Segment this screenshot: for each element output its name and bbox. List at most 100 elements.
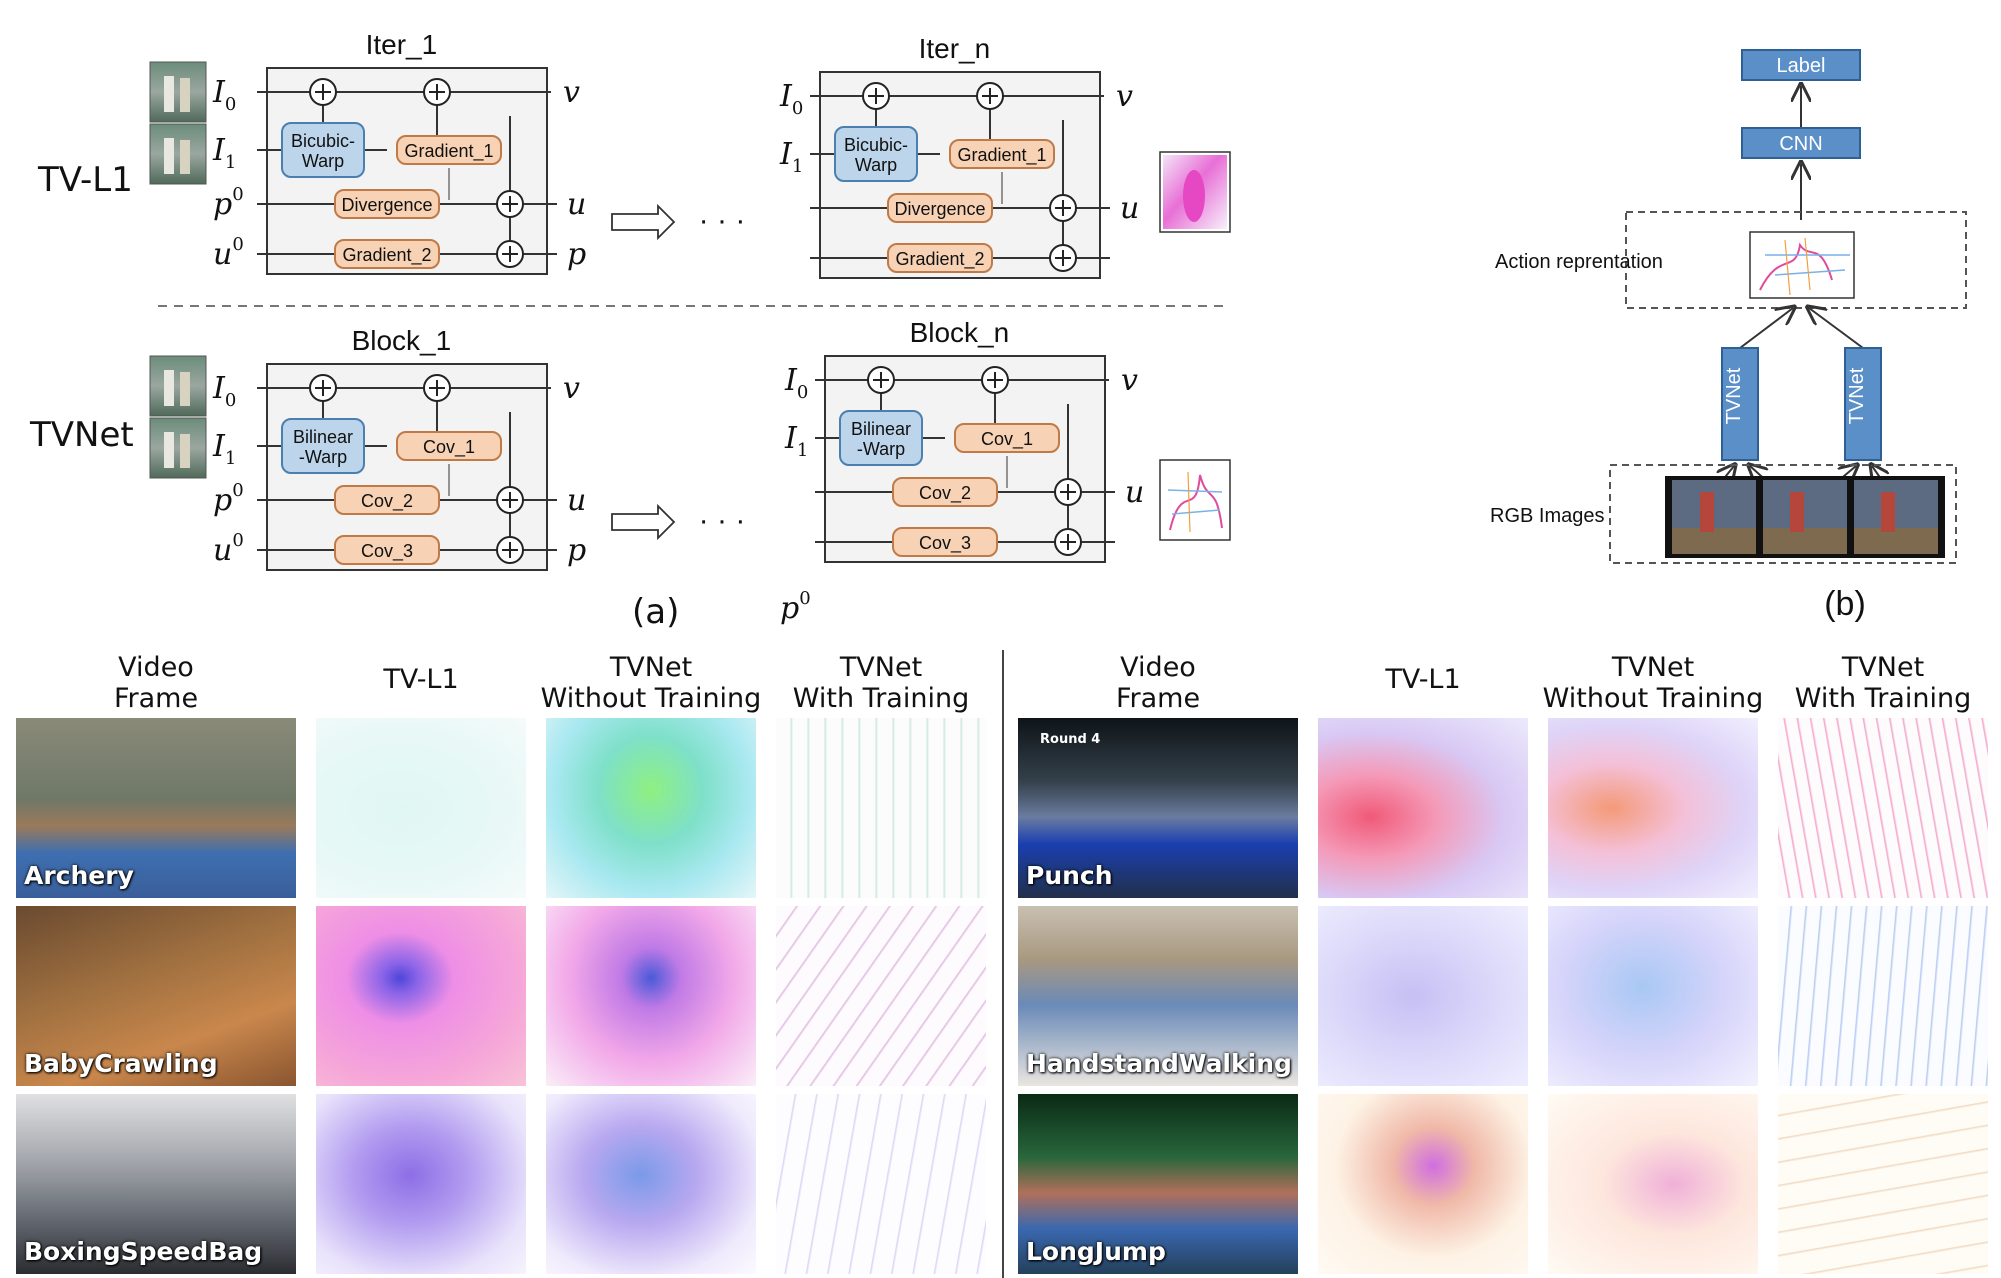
input-1: I1: [779, 137, 803, 177]
panel-a-diagram: Iter_1 Bicubic-Warp Gradient_1 Divergence Gr…: [149, 29, 1231, 640]
video-frame-right-2: LongJump: [1018, 1094, 1298, 1274]
input-1: I1: [784, 421, 808, 461]
tvnet-box-right: TVNet: [1844, 347, 1882, 461]
tvnet-block-n-mid: [892, 477, 998, 507]
input-1: I1: [212, 429, 236, 469]
tvl1-flow-left-2: [316, 1094, 526, 1274]
column-header-7: TVNet With Training: [1794, 652, 1972, 714]
grid-divider: [1002, 650, 1004, 1278]
input-3: u0: [780, 638, 811, 640]
tvl1-iter-1: Iter_1 Bicubic-Warp Gradient_1 Divergence Gr…: [212, 29, 586, 275]
tvl1-iter-1-bottom: [334, 239, 440, 269]
tvnet-block-1-mid-label: Cov_2: [361, 491, 413, 512]
action-class-label: BoxingSpeedBag: [24, 1237, 263, 1266]
tvl1-ellipsis-dots: · · ·: [699, 204, 746, 237]
tvnet-block-n-warp: [839, 410, 923, 466]
tvl1-iter-n-bottom: [887, 243, 993, 273]
video-frame-left-1: BabyCrawling: [16, 906, 296, 1086]
tvl1-output-flow: [1159, 151, 1231, 233]
input-3: u0: [213, 234, 244, 272]
tvnet-block-n-warp-label: Bilinear -Warp: [851, 419, 911, 459]
caption-a: (a): [632, 592, 680, 632]
tvl1-flow-left-1: [316, 906, 526, 1086]
tvnet-block-n-title: Block_n: [910, 317, 1010, 348]
tvl1-iter-n-mid: [887, 193, 993, 223]
input-2: p0: [780, 588, 811, 626]
tvl1-iter-n-grad-label: Gradient_1: [957, 145, 1046, 166]
label-box-text: Label: [1777, 55, 1826, 77]
tvnet-block-n-grad: [954, 423, 1060, 453]
tvnet-ellipsis-dots: · · ·: [699, 504, 746, 537]
tvnet-block-n-out-u: u: [1125, 475, 1144, 510]
tvl1-flow-right-0: [1318, 718, 1528, 898]
input-3: u0: [213, 530, 244, 568]
tvnet-trained-flow-right-0: [1778, 718, 1988, 898]
tvnet-block-n-bottom: [892, 527, 998, 557]
tvnet-untrained-flow-right-2: [1548, 1094, 1758, 1274]
tvnet-trained-flow-left-2: [776, 1094, 986, 1274]
tvnet-block-1-out-p: p: [567, 533, 586, 568]
input-frame-tvnet-0: [149, 355, 207, 417]
rgb-label: RGB Images: [1490, 505, 1604, 527]
tvl1-iter-n-title: Iter_n: [919, 33, 991, 64]
tvnet-untrained-flow-right-0: [1548, 718, 1758, 898]
tvl1-iter-1-grad: [396, 135, 502, 165]
input-0: I0: [212, 75, 236, 115]
tvl1-iter-1-mid-label: Divergence: [341, 195, 432, 215]
tvnet-block-1-warp-label: Bilinear -Warp: [293, 427, 353, 467]
tvl1-iter-1-title: Iter_1: [366, 29, 438, 60]
tvnet-left-text: TVNet: [1723, 367, 1745, 424]
input-frame-tvl1-0: [149, 61, 207, 123]
column-header-6: TVNet Without Training: [1542, 652, 1764, 714]
tvl1-flow-right-1: [1318, 906, 1528, 1086]
tvnet-block-1-out-v: v: [563, 371, 580, 406]
panel-b-diagram: Label CNN Action reprentation TVNet TVNe…: [1490, 49, 1967, 623]
tvnet-trained-flow-right-1: [1778, 906, 1988, 1086]
video-frame-right-0: Punch Round 4: [1018, 718, 1298, 898]
tvl1-ellipsis: · · ·: [611, 203, 746, 241]
tvl1-iter-n-bottom-label: Gradient_2: [895, 249, 984, 270]
tvl1-flow-right-2: [1318, 1094, 1528, 1274]
tvl1-iter-1-warp: [281, 122, 365, 178]
tvl1-iter-1-bottom-label: Gradient_2: [342, 245, 431, 266]
tvnet-output-flow: [1159, 459, 1231, 541]
tvnet-block-1-bottom-label: Cov_3: [361, 541, 413, 562]
row-label-tvl1: TV-L1: [38, 160, 133, 200]
input-1: I1: [212, 133, 236, 173]
tvnet-block-1-out-u: u: [567, 483, 586, 518]
tvnet-untrained-flow-right-1: [1548, 906, 1758, 1086]
video-frame-left-0: Archery: [16, 718, 296, 898]
input-0: I0: [212, 371, 236, 411]
action-class-label: Archery: [24, 861, 134, 890]
column-header-1: TV-L1: [383, 664, 459, 695]
tvnet-block-1-mid: [334, 485, 440, 515]
tvnet-trained-flow-left-0: [776, 718, 986, 898]
tvnet-ellipsis: · · ·: [611, 503, 746, 541]
row-label-tvnet: TVNet: [30, 415, 134, 455]
column-header-4: Video Frame: [1115, 652, 1201, 714]
tvl1-iter-n-warp-label: Bicubic-Warp: [844, 135, 908, 175]
column-header-2: TVNet Without Training: [540, 652, 762, 714]
cnn-box: CNN: [1741, 127, 1861, 159]
caption-b: (b): [1824, 585, 1866, 623]
cnn-box-text: CNN: [1779, 133, 1822, 155]
tvl1-iter-1-out-p: p: [567, 237, 586, 272]
tvnet-block-1-bottom: [334, 535, 440, 565]
tvl1-iter-1-out-u: u: [567, 187, 586, 222]
tvnet-block-n-bottom-label: Cov_3: [919, 533, 971, 554]
tvl1-iter-1-mid: [334, 189, 440, 219]
video-frame-left-2: BoxingSpeedBag: [16, 1094, 296, 1274]
tvl1-iter-n-warp: [834, 126, 918, 182]
input-frame-tvnet-1: [149, 417, 207, 479]
column-header-3: TVNet With Training: [792, 652, 970, 714]
action-representation-image: [1749, 231, 1855, 299]
tvnet-untrained-flow-left-1: [546, 906, 756, 1086]
rgb-image-strip: [1665, 476, 1945, 558]
tvl1-iter-1-warp-label: Bicubic-Warp: [291, 131, 355, 171]
action-class-label: Punch: [1026, 861, 1113, 890]
tvnet-box-left: TVNet: [1721, 347, 1759, 461]
tvl1-iter-n-grad: [949, 139, 1055, 169]
tvl1-iter-1-out-v: v: [563, 75, 580, 110]
action-class-label: LongJump: [1026, 1237, 1166, 1266]
video-frame-right-1: HandstandWalking: [1018, 906, 1298, 1086]
